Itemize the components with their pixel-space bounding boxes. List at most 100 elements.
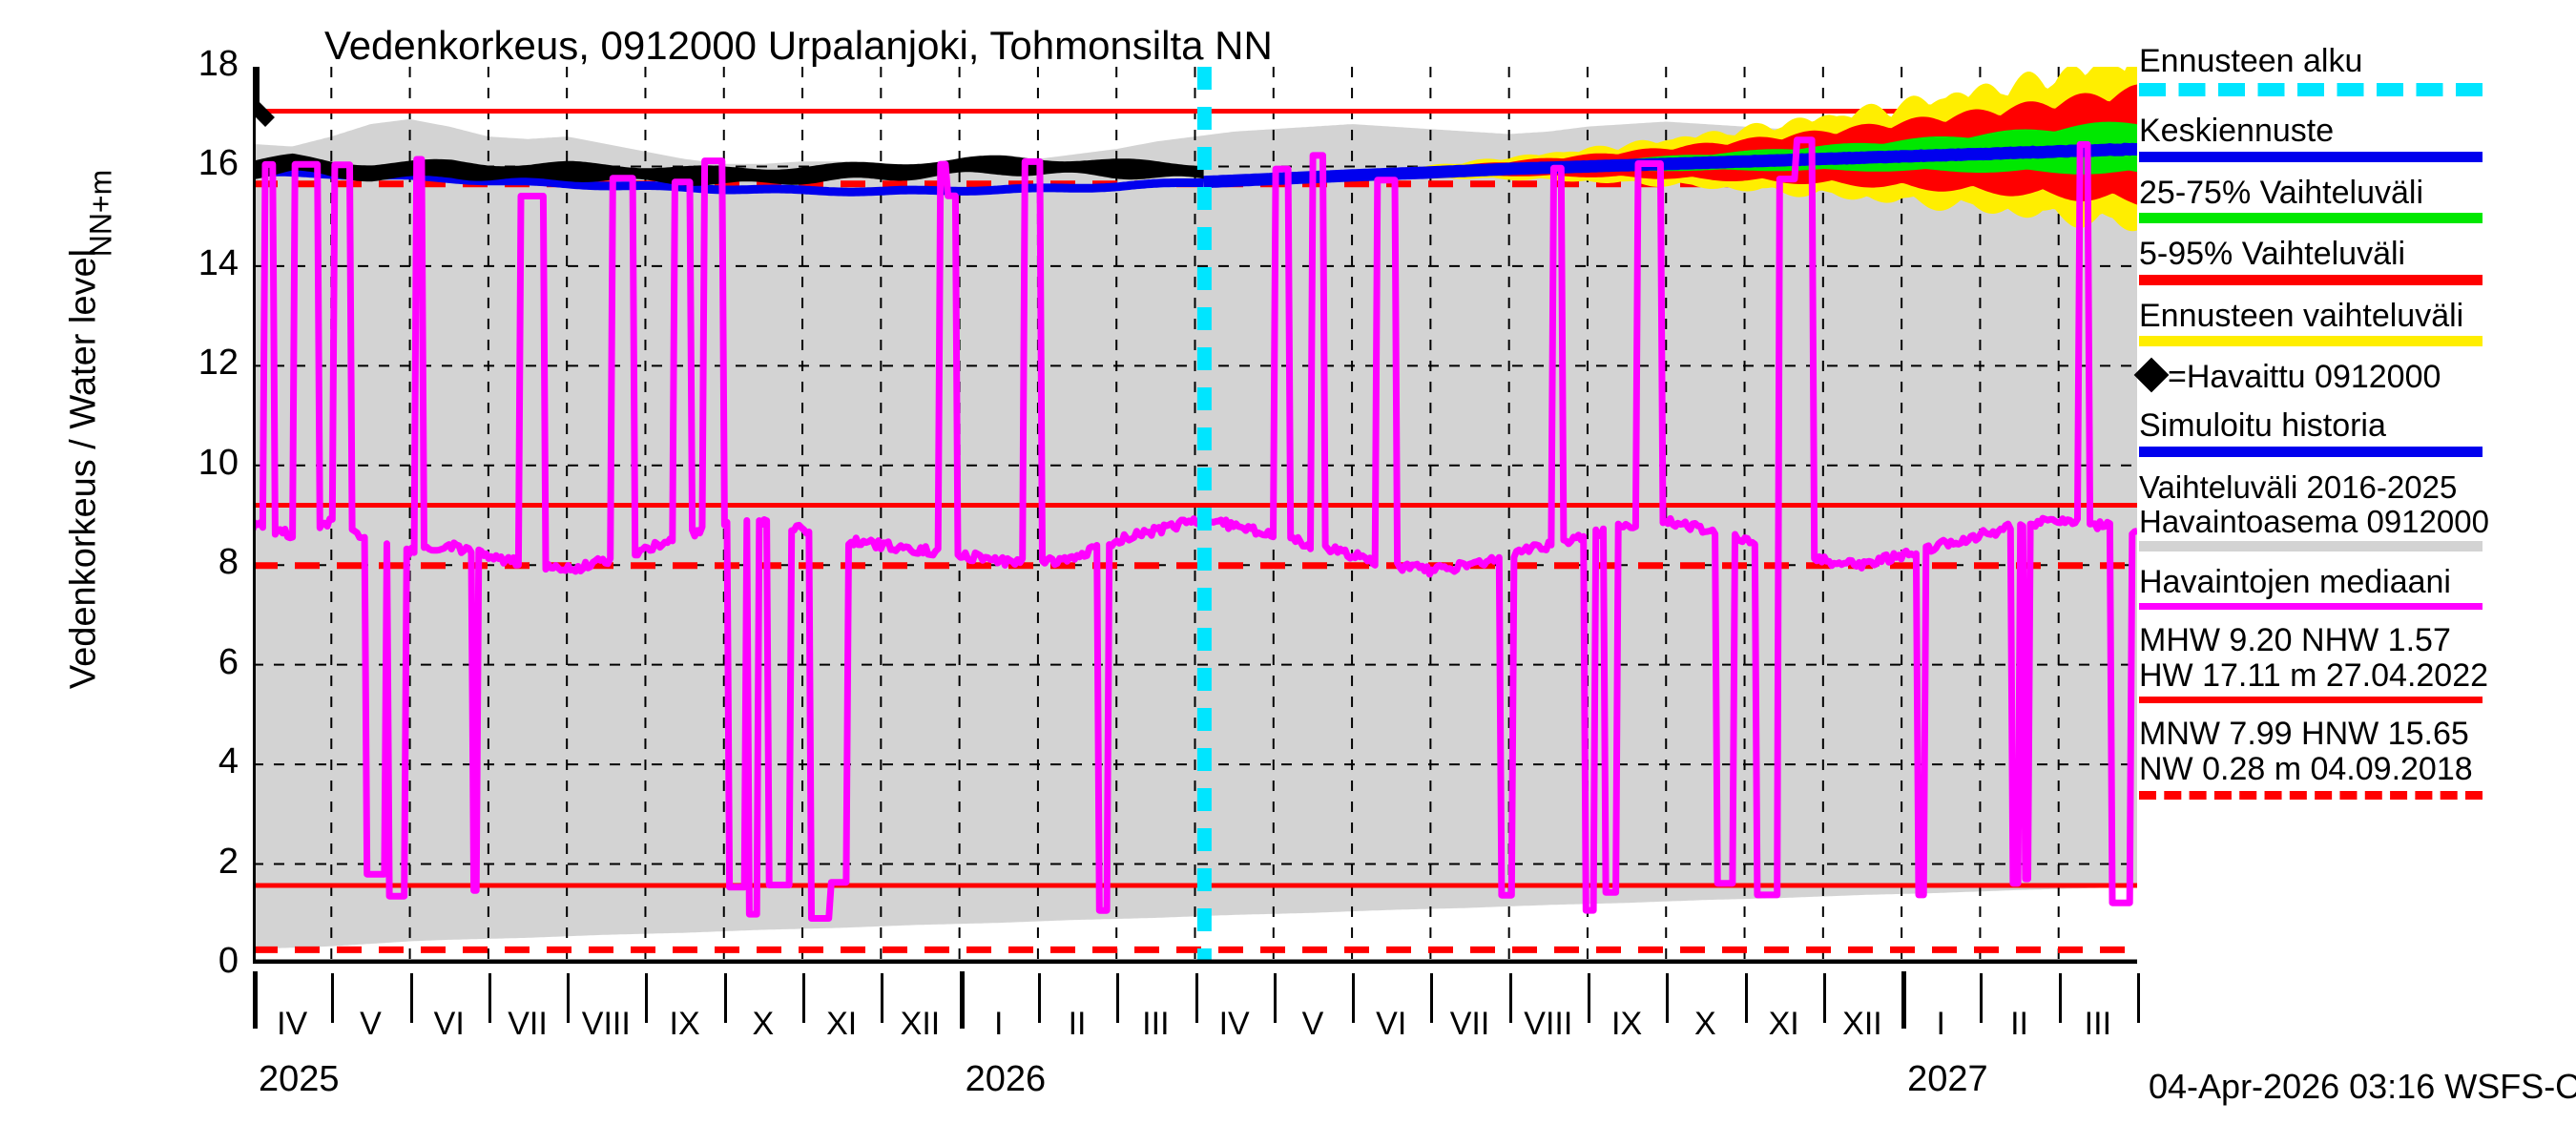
x-year-label: 2026	[965, 1059, 1047, 1099]
x-tick-line	[253, 971, 258, 1029]
y-tick-label: 10	[197, 442, 239, 483]
x-tick-label: XII	[900, 1006, 941, 1042]
y-tick-label: 6	[218, 641, 239, 682]
x-tick-label: XII	[1842, 1006, 1882, 1042]
x-tick-line	[331, 973, 335, 1023]
legend-label-range-25-75: 25-75% Vaihteluväli	[2139, 174, 2423, 211]
legend-item-variation-band: Vaihteluväli 2016-2025 Havaintoasema 091…	[2139, 468, 2568, 552]
legend-label-mean-forecast: Keskiennuste	[2139, 113, 2335, 150]
x-tick-label: IX	[669, 1006, 700, 1042]
legend-swatch-forecast-start	[2139, 83, 2483, 97]
x-tick-line	[1587, 973, 1590, 1023]
legend-item-mean-forecast: Keskiennuste	[2139, 113, 2568, 162]
x-tick-line	[1822, 973, 1826, 1023]
x-tick-label: VII	[508, 1006, 548, 1042]
legend-swatch-forecast-range	[2139, 335, 2483, 346]
x-tick-line	[1901, 971, 1907, 1029]
x-tick-label: X	[752, 1006, 775, 1042]
x-tick-line	[1980, 973, 1984, 1023]
x-year-label: 2027	[1907, 1059, 1988, 1099]
legend-label-median: Havaintojen mediaani	[2139, 564, 2451, 601]
x-tick-label: IV	[277, 1006, 308, 1042]
stats-mhw-nhw: MHW 9.20 NHW 1.57	[2139, 621, 2451, 658]
x-tick-line	[881, 973, 884, 1023]
forecast-range-band	[1203, 67, 2137, 232]
x-tick-line	[2058, 973, 2062, 1023]
x-tick-label: III	[1142, 1006, 1170, 1042]
legend-swatch-range-25-75	[2139, 213, 2483, 224]
x-tick-line	[2137, 973, 2140, 1023]
stats-mnw-hnw: MNW 7.99 HNW 15.65	[2139, 715, 2469, 752]
x-tick-label: V	[360, 1006, 382, 1042]
legend-label-station: Havaintoasema 0912000	[2139, 504, 2489, 540]
y-tick-label: 8	[218, 542, 239, 583]
legend: Ennusteen alku Keskiennuste 25-75% Vaiht…	[2133, 43, 2568, 805]
x-tick-label: III	[2084, 1006, 2112, 1042]
x-tick-label: I	[994, 1006, 1004, 1042]
plot-area	[253, 67, 2137, 964]
legend-item-forecast-range: Ennusteen vaihteluväli	[2139, 297, 2568, 346]
x-tick-line	[1744, 973, 1748, 1023]
x-tick-label: VI	[1376, 1006, 1407, 1042]
x-tick-line	[488, 973, 491, 1023]
y-tick-label: 16	[197, 143, 239, 184]
water-level-chart	[253, 67, 2137, 964]
x-axis: IV V VI VII VIII IX X XI XII I II III IV V VI VII VIII IX…	[253, 964, 2140, 1099]
x-tick-line	[802, 973, 806, 1023]
legend-item-median: Havaintojen mediaani	[2139, 564, 2568, 610]
y-tick-label: 0	[218, 941, 239, 981]
x-tick-label: VIII	[1524, 1006, 1573, 1042]
legend-item-range-25-75: 25-75% Vaihteluväli	[2139, 174, 2568, 224]
legend-swatch-mean-forecast	[2139, 151, 2483, 162]
x-tick-label: VIII	[581, 1006, 631, 1042]
legend-item-range-5-95: 5-95% Vaihteluväli	[2139, 236, 2568, 285]
legend-item-observed: =Havaittu 0912000	[2133, 357, 2568, 395]
legend-label-range-5-95: 5-95% Vaihteluväli	[2139, 236, 2406, 273]
legend-swatch-simulated	[2139, 446, 2483, 457]
x-tick-label: IX	[1611, 1006, 1643, 1042]
timestamp: 04-Apr-2026 03:16 WSFS-O	[2149, 1067, 2576, 1106]
x-tick-line	[1666, 973, 1670, 1023]
legend-swatch-median	[2139, 602, 2483, 610]
legend-item-forecast-start: Ennusteen alku	[2139, 43, 2568, 97]
x-tick-label: II	[1068, 1006, 1087, 1042]
stats-nw: NW 0.28 m 04.09.2018	[2139, 750, 2473, 787]
legend-label-forecast-start: Ennusteen alku	[2139, 43, 2363, 79]
y-tick-label: 12	[197, 343, 239, 384]
y-tick-label: 18	[197, 44, 239, 84]
x-tick-line	[1508, 973, 1512, 1023]
legend-label-variation-2016-2025: Vaihteluväli 2016-2025	[2139, 468, 2458, 505]
x-tick-line	[1273, 973, 1277, 1023]
observations-median-line	[253, 136, 2137, 922]
x-tick-line	[1195, 973, 1198, 1023]
y-axis-unit-label: NN+m	[83, 169, 118, 258]
x-tick-line	[1352, 973, 1356, 1023]
legend-swatch-range-5-95	[2139, 274, 2483, 285]
x-tick-line	[1116, 973, 1120, 1023]
legend-swatch-hw-line	[2139, 696, 2483, 703]
legend-swatch-variation-band	[2139, 541, 2483, 552]
legend-item-simulated: Simuloitu historia	[2139, 407, 2568, 457]
diamond-icon	[2133, 357, 2170, 393]
legend-label-observed: =Havaittu 0912000	[2168, 358, 2441, 395]
x-tick-line	[723, 973, 727, 1023]
x-tick-line	[959, 971, 965, 1029]
x-tick-line	[409, 973, 413, 1023]
y-tick-label: 4	[218, 741, 239, 782]
stats-hw: HW 17.11 m 27.04.2022	[2139, 657, 2489, 695]
legend-swatch-nw-line	[2139, 791, 2483, 801]
range-25-75-band	[1203, 121, 2137, 182]
page-title: Vedenkorkeus, 0912000 Urpalanjoki, Tohmo…	[324, 23, 1273, 68]
y-axis-ticks: 18 16 14 12 10 8 6 4 2 0	[124, 0, 239, 1145]
legend-item-stats-low: MNW 7.99 HNW 15.65 NW 0.28 m 04.09.2018	[2139, 715, 2568, 801]
x-tick-label: X	[1694, 1006, 1716, 1042]
x-tick-line	[645, 973, 649, 1023]
x-year-label: 2025	[259, 1059, 340, 1099]
x-tick-label: IV	[1218, 1006, 1250, 1042]
x-tick-label: VII	[1449, 1006, 1490, 1042]
x-tick-line	[1430, 973, 1434, 1023]
legend-label-forecast-range: Ennusteen vaihteluväli	[2139, 297, 2464, 334]
y-tick-label: 14	[197, 242, 239, 283]
x-tick-label: XI	[826, 1006, 858, 1042]
